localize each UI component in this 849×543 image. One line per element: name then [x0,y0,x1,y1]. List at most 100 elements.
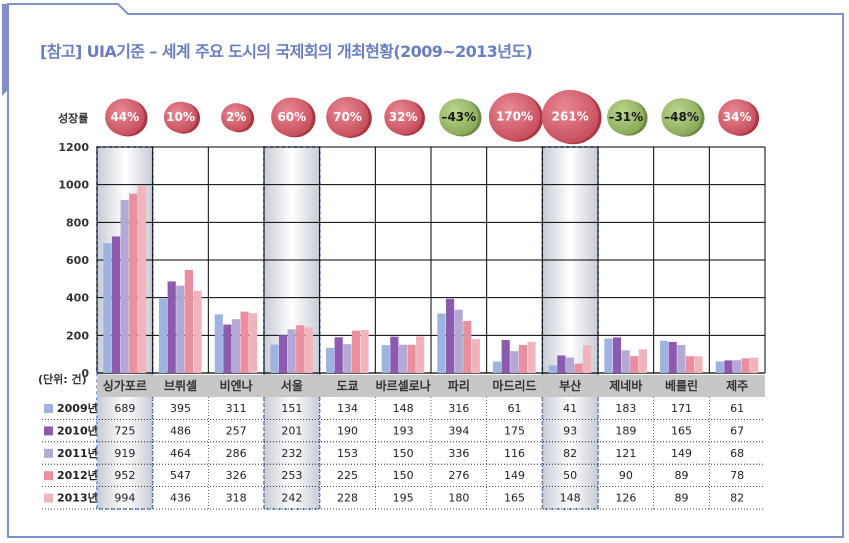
table-cell: 395 [170,402,191,415]
y-tick-label: 800 [66,216,89,229]
table-cell: 253 [281,469,302,482]
table-cell: 151 [281,402,302,415]
table-cell: 175 [504,424,525,437]
table-cell: 82 [563,447,577,460]
growth-label: 10% [166,110,195,124]
table-cell: 121 [615,447,636,460]
unit-label: (단위: 건) [38,372,87,386]
table-cell: 336 [448,447,469,460]
table-cell: 994 [114,492,135,505]
bar [296,325,305,373]
table-cell: 257 [226,424,247,437]
growth-label: –31% [608,110,643,124]
category-label: 브뤼셀 [164,378,197,393]
bar [732,360,742,373]
bar [334,337,343,373]
bar [287,329,296,373]
bar [557,355,566,373]
bar [445,298,455,373]
y-tick-label: 1000 [58,179,89,192]
bar [326,347,335,373]
bar [360,330,369,373]
table-cell: 126 [615,492,636,505]
growth-label: 2% [226,110,246,124]
table-cell: 149 [671,447,692,460]
table-cell: 67 [730,424,744,437]
bar [343,344,352,373]
bar [249,313,258,373]
bar [510,351,519,373]
growth-bubble [541,89,599,144]
bar [454,309,463,373]
table-cell: 276 [448,469,469,482]
table-cell: 150 [393,447,414,460]
bar [398,344,408,373]
growth-label: –48% [664,110,699,124]
growth-bubble [163,101,198,133]
series-label: 2013년 [57,491,98,505]
bar [304,327,313,373]
series-label: 2010년 [57,423,98,437]
category-header [97,375,765,397]
table-cell: 41 [563,402,577,415]
bar [390,336,399,373]
bar [668,341,677,373]
table-cell: 318 [226,492,247,505]
bar [184,269,193,373]
frame-corner [2,4,8,96]
growth-bubble [439,98,479,136]
growth-bubble [488,92,541,141]
growth-bubble [271,97,313,137]
table-cell: 148 [393,402,414,415]
bar [214,314,223,373]
legend-swatch [44,448,53,458]
table-cell: 134 [337,402,358,415]
table-cell: 89 [675,469,689,482]
growth-bubble [607,99,645,135]
table-cell: 116 [504,447,525,460]
bar [437,313,446,373]
bar [741,358,750,373]
category-label: 비엔나 [220,378,253,393]
category-label: 제네바 [609,378,642,393]
bar [685,356,694,373]
table-cell: 316 [448,402,469,415]
table-cell: 180 [448,492,469,505]
category-label: 파리 [448,378,470,393]
bar [167,281,176,373]
bar [351,330,360,373]
table-cell: 464 [170,447,191,460]
table-cell: 93 [563,424,577,437]
table-cell: 311 [226,402,247,415]
growth-label: 34% [723,110,752,124]
bar [159,298,168,373]
table-cell: 228 [337,492,358,505]
bar [240,311,249,373]
y-tick-label: 1200 [58,141,89,154]
category-label: 부산 [559,378,581,393]
table-cell: 919 [114,447,135,460]
growth-bubble [326,96,369,137]
legend-swatch [44,404,53,413]
table-cell: 201 [281,424,302,437]
legend-swatch [44,426,53,436]
table-cell: 183 [615,402,636,415]
category-label: 바르셀로나 [376,378,431,393]
category-label: 제주 [726,379,748,393]
table-cell: 193 [393,424,414,437]
table-cell: 952 [114,469,135,482]
bar [548,365,557,373]
table-cell: 149 [504,469,525,482]
table-cell: 189 [615,424,636,437]
bar [120,199,129,373]
series-label: 2009년 [57,401,98,415]
bar [471,339,480,373]
table-cell: 90 [619,469,633,482]
bar [129,193,138,373]
frame-border [7,3,844,538]
category-label: 싱가포르 [103,378,147,393]
bar [270,344,279,373]
bar [223,324,232,373]
highlight-column [542,147,598,509]
